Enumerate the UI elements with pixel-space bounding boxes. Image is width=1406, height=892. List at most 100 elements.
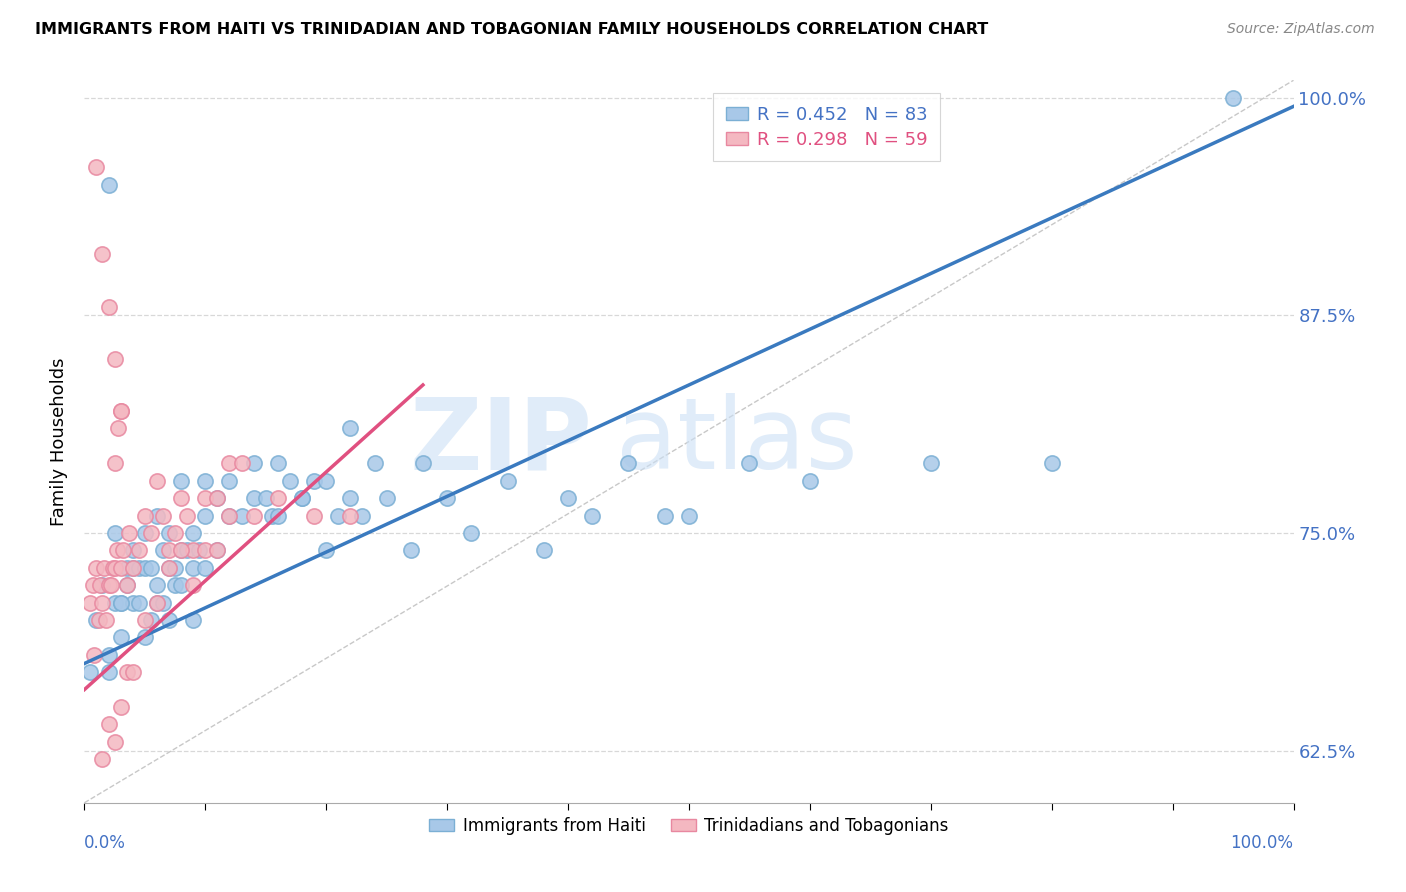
Point [121,665,143,680]
Text: ZIP: ZIP [409,393,592,490]
Point [79,596,101,610]
Point [97,178,120,192]
Point [79,665,101,680]
Point [194,508,217,523]
Point [557,491,579,505]
Point [97,665,120,680]
Point [315,474,337,488]
Point [146,578,169,592]
Point [207,491,229,505]
Point [194,474,217,488]
Point [207,491,229,505]
Point [104,351,127,366]
Point [399,543,422,558]
Point [103,561,125,575]
Point [363,456,385,470]
Point [170,543,193,558]
Point [267,491,290,505]
Text: IMMIGRANTS FROM HAITI VS TRINIDADIAN AND TOBAGONIAN FAMILY HOUSEHOLDS CORRELATIO: IMMIGRANTS FROM HAITI VS TRINIDADIAN AND… [35,22,988,37]
Point [157,561,180,575]
Legend: Immigrants from Haiti, Trinidadians and Tobagonians: Immigrants from Haiti, Trinidadians and … [423,810,955,841]
Point [93,561,115,575]
Point [91,752,114,766]
Point [121,596,143,610]
Point [121,543,143,558]
Point [339,491,361,505]
Point [118,525,141,540]
Point [328,508,350,523]
Point [194,561,217,575]
Point [678,508,700,523]
Point [207,543,229,558]
Point [83,648,105,662]
Point [121,561,143,575]
Point [157,525,180,540]
Point [181,543,204,558]
Point [110,631,132,645]
Point [100,578,122,592]
Point [1222,91,1244,105]
Point [128,543,150,558]
Point [339,421,361,435]
Point [134,561,156,575]
Point [110,404,132,418]
Point [97,648,120,662]
Point [165,561,187,575]
Point [181,578,204,592]
Point [87,613,110,627]
Point [104,596,127,610]
Point [278,474,301,488]
Text: atlas: atlas [616,393,858,490]
Point [110,561,132,575]
Point [581,508,603,523]
Point [170,578,193,592]
Point [231,456,253,470]
Point [128,561,150,575]
Point [128,596,150,610]
Point [920,456,942,470]
Point [97,300,120,314]
Point [121,561,143,575]
Point [176,543,198,558]
Point [94,613,117,627]
Point [115,561,138,575]
Point [146,596,169,610]
Point [97,717,120,731]
Point [218,474,240,488]
Point [352,508,374,523]
Point [134,613,156,627]
Point [254,491,277,505]
Point [165,578,187,592]
Point [302,474,325,488]
Point [157,613,180,627]
Point [533,543,555,558]
Point [218,456,240,470]
Point [188,543,211,558]
Point [170,491,193,505]
Point [1040,456,1063,470]
Point [146,596,169,610]
Point [291,491,314,505]
Point [86,561,108,575]
Point [157,543,180,558]
Point [170,543,193,558]
Y-axis label: Family Households: Family Households [51,358,69,525]
Point [496,474,519,488]
Point [412,456,434,470]
Point [181,613,204,627]
Point [104,525,127,540]
Point [194,491,217,505]
Point [91,578,114,592]
Point [738,456,761,470]
Point [267,508,290,523]
Point [799,474,821,488]
Point [86,161,108,175]
Text: Source: ZipAtlas.com: Source: ZipAtlas.com [1227,22,1375,37]
Point [375,491,398,505]
Point [157,561,180,575]
Point [260,508,283,523]
Point [139,525,162,540]
Text: 0.0%: 0.0% [84,834,127,852]
Point [654,508,676,523]
Point [139,561,162,575]
